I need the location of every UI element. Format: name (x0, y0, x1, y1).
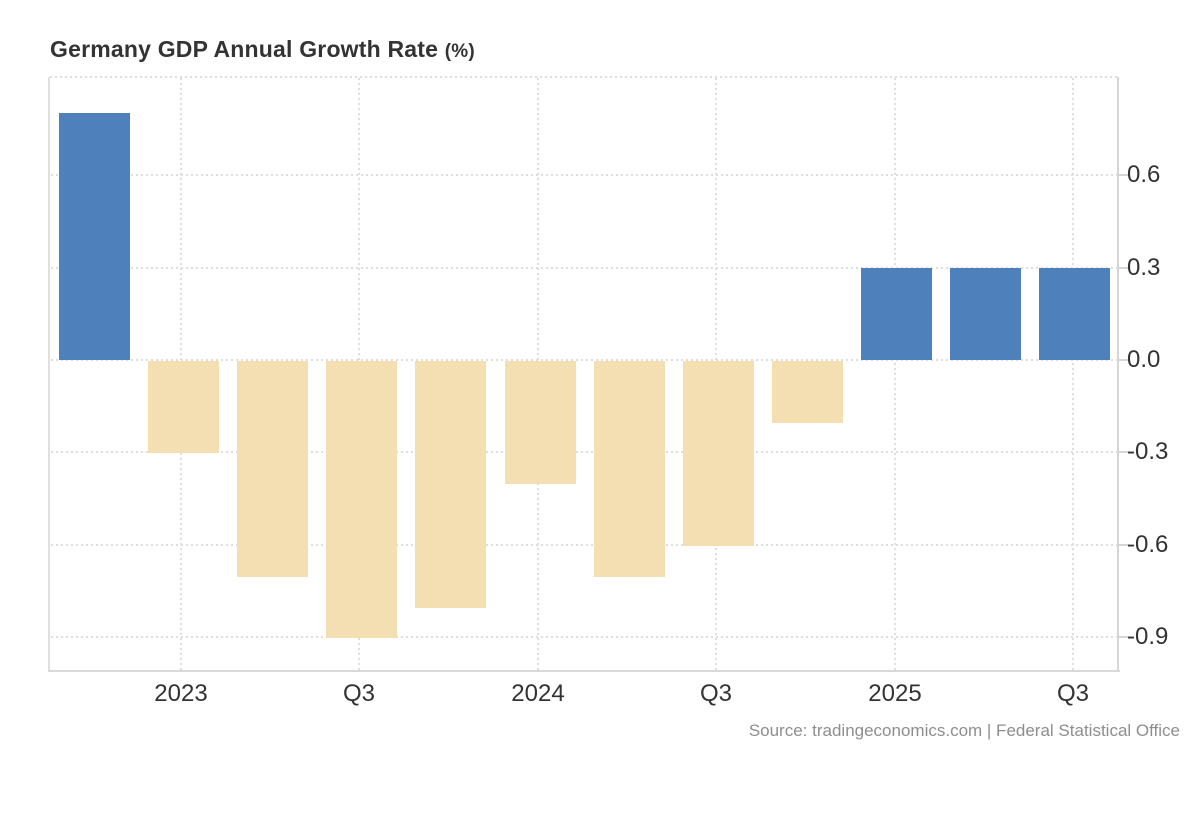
x-tick-label: 2025 (868, 680, 922, 707)
chart-title: Germany GDP Annual Growth Rate (%) (50, 36, 475, 63)
plot-border-top (50, 76, 1118, 78)
bar-2023-q1[interactable] (148, 361, 219, 453)
bar-2022-q4[interactable] (59, 113, 130, 360)
gridline-horizontal (51, 174, 1117, 176)
y-tick-mark (1117, 544, 1129, 546)
bar-2024-q1[interactable] (505, 361, 576, 484)
y-tick-mark (1117, 359, 1129, 361)
bar-2025-q2[interactable] (950, 268, 1021, 360)
y-tick-label: -0.6 (1127, 531, 1169, 558)
x-tick-label: Q3 (1056, 680, 1089, 707)
x-tick-label: 2024 (511, 680, 565, 707)
y-tick-label: -0.3 (1127, 438, 1169, 465)
gridline-horizontal (51, 451, 1117, 453)
x-tick-label: Q3 (342, 680, 375, 707)
source-credit: Source: tradingeconomics.com | Federal S… (748, 721, 1180, 740)
y-tick-mark (1117, 451, 1129, 453)
x-axis-line (48, 670, 1120, 672)
y-tick-label: 0.0 (1127, 346, 1161, 373)
plot-border-left (48, 77, 50, 671)
y-tick-mark (1117, 174, 1129, 176)
bar-2024-q2[interactable] (594, 361, 665, 577)
y-tick-label: -0.9 (1127, 623, 1169, 650)
gridline-vertical (1072, 78, 1074, 670)
bar-2025-q3[interactable] (1039, 268, 1110, 360)
gridline-horizontal (51, 359, 1117, 361)
chart-title-text: Germany GDP Annual Growth Rate (50, 36, 439, 62)
bar-2024-q3[interactable] (683, 361, 754, 546)
gridline-vertical (894, 78, 896, 670)
y-tick-label: 0.6 (1127, 161, 1161, 188)
y-axis-line (1117, 77, 1119, 671)
x-tick-label: Q3 (699, 680, 732, 707)
y-tick-label: 0.3 (1127, 254, 1161, 281)
gridline-horizontal (51, 636, 1117, 638)
bar-2023-q3[interactable] (326, 361, 397, 638)
gridline-horizontal (51, 544, 1117, 546)
y-tick-mark (1117, 636, 1129, 638)
bar-2024-q4[interactable] (772, 361, 843, 423)
bar-2023-q4[interactable] (415, 361, 486, 608)
chart-title-unit: (%) (444, 41, 475, 62)
gridline-horizontal (51, 267, 1117, 269)
x-tick-label: 2023 (154, 680, 208, 707)
bar-2025-q1[interactable] (861, 268, 932, 360)
bar-2023-q2[interactable] (237, 361, 308, 577)
y-tick-mark (1117, 267, 1129, 269)
